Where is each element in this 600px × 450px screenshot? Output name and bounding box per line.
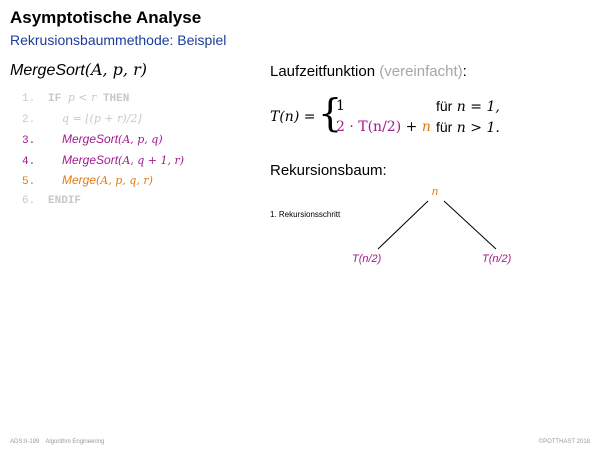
keyword-then: THEN — [102, 93, 130, 105]
algorithm-params: (A, p, r) — [84, 60, 147, 79]
slide-subtitle: Rekrusionsbaummethode: Beispiel — [10, 32, 227, 48]
tree-heading: Rekursionsbaum: — [270, 162, 387, 179]
code-line-5: 5. Merge(A, p, q, r) — [22, 170, 184, 191]
case1-value: 1 — [336, 98, 345, 114]
algorithm-title: MergeSort(A, p, r) — [10, 60, 147, 80]
assignment: q = ⌊(p + r)/2⌋ — [62, 111, 142, 125]
call-args: (A, q + 1, r) — [118, 153, 185, 167]
code-line-2: 2. q = ⌊(p + r)/2⌋ — [22, 109, 184, 130]
footer-course: Algorithm Engineering — [45, 439, 105, 445]
line-number: 2. — [22, 113, 36, 126]
tree-root-node: n — [432, 186, 439, 198]
case1-cond-word: für — [436, 98, 453, 114]
case1-condition: für n = 1, — [436, 98, 500, 115]
tree-edge-right — [443, 200, 497, 250]
runtime-heading-text: Laufzeitfunktion — [270, 63, 376, 80]
line-number: 5. — [22, 176, 36, 188]
slide-title: Asymptotische Analyse — [10, 8, 202, 27]
runtime-heading-note: (vereinfacht) — [379, 63, 463, 80]
case2-cond-word: für — [436, 119, 453, 135]
code-line-1: 1. IF p < r THEN — [22, 88, 184, 109]
recurrence-lhs: T(n) = — [270, 109, 316, 125]
line-number: 3. — [22, 135, 36, 147]
line-number: 6. — [22, 194, 36, 207]
code-line-6: 6. ENDIF — [22, 191, 184, 212]
line-number: 1. — [22, 93, 36, 105]
tree-right-child: T(n/2) — [482, 253, 512, 265]
keyword-endif: ENDIF — [48, 194, 82, 207]
pseudocode: 1. IF p < r THEN 2. q = ⌊(p + r)/2⌋ 3. Merg… — [22, 88, 184, 211]
case2-plus: + — [401, 119, 422, 135]
case1-cond-math: n = 1, — [456, 99, 500, 115]
code-line-4: 4. MergeSort(A, q + 1, r) — [22, 150, 184, 171]
runtime-heading-colon: : — [462, 63, 467, 80]
case2-cond-math: n > 1. — [456, 120, 500, 136]
footer-left: ADS:II-199 Algorithm Engineering — [10, 439, 104, 445]
case2-linear-term: n — [421, 119, 431, 135]
footer-page: ADS:II-199 — [10, 439, 40, 445]
condition: p < r — [67, 91, 97, 104]
case2-value: 2 · T(n/2) + n — [336, 119, 431, 135]
call-args: (A, p, q, r) — [96, 174, 153, 187]
case2-recursive-term: 2 · T(n/2) — [336, 119, 402, 135]
keyword-if: IF — [48, 93, 62, 105]
code-line-3: 3. MergeSort(A, p, q) — [22, 129, 184, 150]
function-call: MergeSort — [62, 152, 119, 167]
call-args: (A, p, q) — [118, 133, 163, 146]
function-call: Merge — [62, 173, 97, 187]
recursion-step-label: 1. Rekursionsschritt — [270, 210, 341, 219]
tree-edge-left — [377, 200, 429, 250]
function-call: MergeSort — [62, 132, 119, 146]
algorithm-name: MergeSort — [10, 62, 85, 79]
runtime-heading: Laufzeitfunktion (vereinfacht): — [270, 63, 467, 80]
line-number: 4. — [22, 155, 36, 168]
tree-left-child: T(n/2) — [352, 253, 382, 265]
footer-copyright: ©POTTHAST 2018 — [538, 439, 590, 445]
case2-condition: für n > 1. — [436, 119, 500, 136]
brace-icon: { — [318, 91, 343, 135]
